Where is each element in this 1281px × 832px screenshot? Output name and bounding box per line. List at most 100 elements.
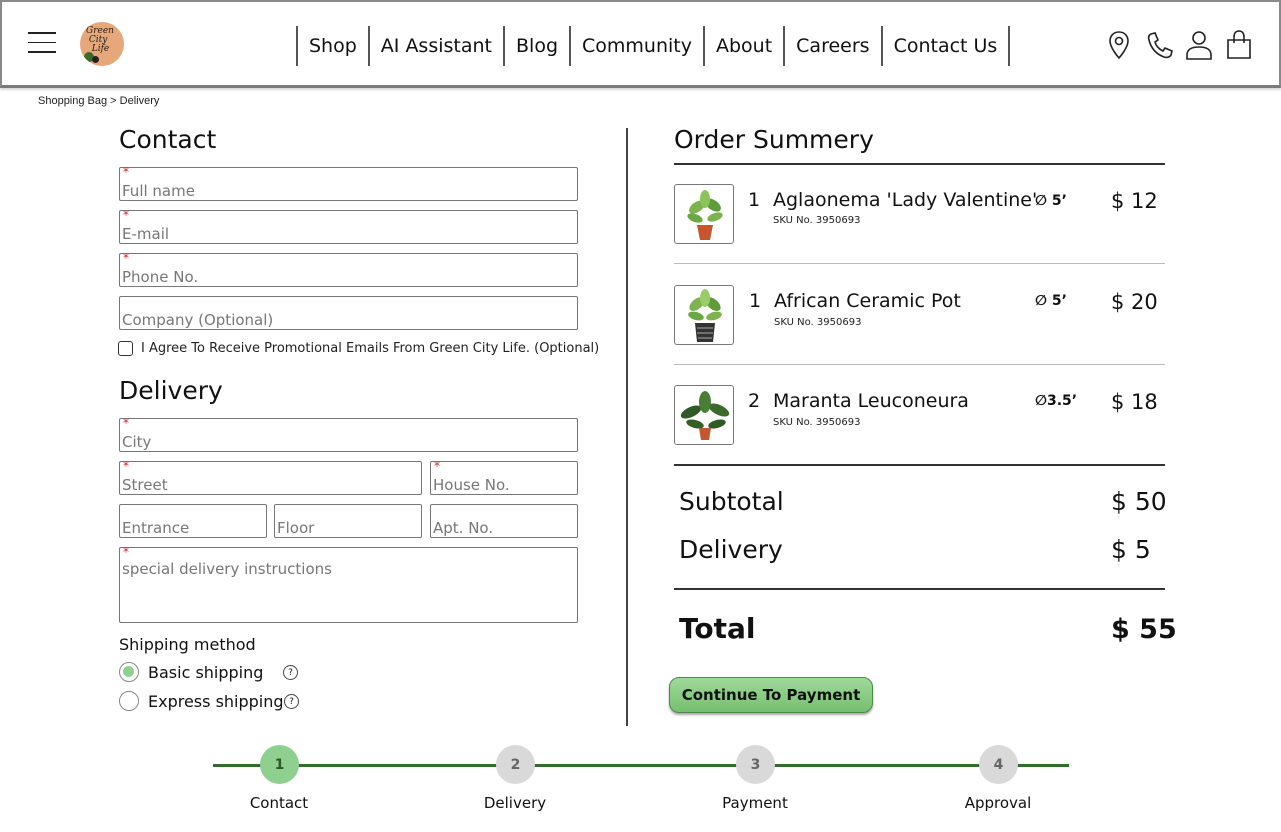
item-sku: SKU No. 3950693 (773, 417, 861, 428)
promo-consent-label: I Agree To Receive Promotional Emails Fr… (141, 341, 600, 356)
shipping-option-basic[interactable]: Basic shipping (119, 662, 263, 682)
nav-about[interactable]: About (702, 26, 783, 66)
apt-field[interactable] (430, 504, 578, 538)
total-label: Total (679, 612, 756, 645)
express-shipping-radio[interactable] (119, 691, 139, 711)
item-pot-size: ∅3.5’ (1035, 393, 1078, 409)
nav-ai-assistant[interactable]: AI Assistant (367, 26, 503, 66)
delivery-fee-label: Delivery (679, 535, 783, 564)
basic-shipping-help-icon[interactable]: ? (283, 665, 298, 680)
item-name[interactable]: Aglaonema 'Lady Valentine' (773, 189, 1038, 211)
item-thumbnail-aglaonema[interactable] (674, 184, 734, 244)
shipping-option-express[interactable]: Express shipping (119, 691, 284, 711)
subtotal-label: Subtotal (679, 487, 784, 516)
main-nav: Shop AI Assistant Blog Community About C… (296, 26, 1011, 66)
apt-input[interactable] (431, 505, 577, 537)
order-summary-title: Order Summery (674, 125, 874, 154)
instructions-textarea[interactable] (120, 548, 577, 622)
item-price: $ 12 (1111, 189, 1158, 213)
logo-pot-icon (92, 56, 99, 63)
promo-consent: I Agree To Receive Promotional Emails Fr… (118, 341, 599, 356)
entrance-field[interactable] (119, 504, 267, 538)
basic-shipping-radio[interactable] (119, 662, 139, 682)
item-divider (674, 263, 1165, 264)
step-approval-label: Approval (964, 794, 1032, 812)
item-quantity: 1 (749, 290, 762, 312)
menu-icon[interactable] (28, 32, 56, 60)
nav-contact-us[interactable]: Contact Us (880, 26, 1011, 66)
breadcrumb[interactable]: Shopping Bag > Delivery (38, 95, 160, 107)
summary-divider (674, 163, 1165, 165)
item-sku: SKU No. 3950693 (773, 215, 861, 226)
step-delivery[interactable]: 2 (496, 745, 535, 784)
email-field[interactable]: * (119, 209, 578, 244)
item-quantity: 1 (748, 189, 761, 211)
city-field[interactable]: * (119, 417, 578, 452)
nav-blog[interactable]: Blog (503, 26, 569, 66)
house-input[interactable] (431, 462, 577, 494)
delivery-title: Delivery (119, 376, 223, 405)
item-divider (674, 364, 1165, 365)
street-input[interactable] (120, 462, 421, 494)
full-name-field[interactable]: * (119, 166, 578, 201)
step-delivery-label: Delivery (483, 794, 547, 812)
item-name[interactable]: Maranta Leuconeura (773, 390, 969, 412)
totals-divider (674, 588, 1165, 590)
phone-input[interactable] (120, 254, 577, 286)
plant-image-icon (688, 289, 722, 342)
step-contact[interactable]: 1 (260, 745, 299, 784)
item-price: $ 18 (1111, 390, 1158, 414)
phone-field[interactable]: * (119, 252, 578, 287)
brand-logo[interactable]: Green City Life (80, 22, 124, 66)
phone-icon[interactable] (1144, 28, 1174, 62)
shopping-bag-icon[interactable] (1224, 28, 1254, 62)
step-payment[interactable]: 3 (736, 745, 775, 784)
plant-image-icon (680, 391, 730, 440)
express-shipping-label: Express shipping (148, 691, 284, 711)
city-input[interactable] (120, 419, 577, 451)
house-field[interactable]: * (430, 460, 578, 495)
item-thumbnail-ceramic-pot[interactable] (674, 285, 734, 345)
email-input[interactable] (120, 211, 577, 243)
promo-checkbox[interactable] (118, 341, 133, 356)
contact-title: Contact (119, 125, 217, 154)
item-thumbnail-maranta[interactable] (674, 385, 734, 445)
logo-leaf-icon (84, 52, 94, 62)
nav-community[interactable]: Community (569, 26, 703, 66)
floor-field[interactable] (274, 504, 422, 538)
progress-track (213, 764, 1069, 767)
entrance-input[interactable] (120, 505, 266, 537)
company-input[interactable] (120, 297, 577, 329)
step-approval[interactable]: 4 (979, 745, 1018, 784)
location-pin-icon[interactable] (1104, 28, 1134, 62)
express-shipping-help-icon[interactable]: ? (284, 694, 299, 709)
subtotal-value: $ 50 (1111, 487, 1167, 516)
floor-input[interactable] (275, 505, 421, 537)
step-contact-label: Contact (249, 794, 309, 812)
item-sku: SKU No. 3950693 (774, 317, 862, 328)
plant-image-icon (687, 190, 723, 240)
item-price: $ 20 (1111, 290, 1158, 314)
step-payment-label: Payment (722, 794, 788, 812)
basic-shipping-label: Basic shipping (148, 662, 264, 682)
total-value: $ 55 (1111, 614, 1177, 645)
logo-text: Green City Life (86, 26, 114, 54)
user-account-icon[interactable] (1184, 28, 1214, 62)
site-header: Green City Life Shop AI Assistant Blog C… (0, 0, 1281, 88)
nav-careers[interactable]: Careers (783, 26, 880, 66)
header-actions (1104, 28, 1254, 62)
item-pot-size: ∅ 5’ (1035, 293, 1067, 309)
street-field[interactable]: * (119, 460, 422, 495)
continue-to-payment-button[interactable]: Continue To Payment (669, 677, 873, 713)
instructions-field[interactable]: * (119, 546, 578, 623)
column-divider (626, 128, 628, 726)
shipping-method-title: Shipping method (119, 635, 256, 654)
item-pot-size: ∅ 5’ (1035, 193, 1067, 209)
nav-shop[interactable]: Shop (296, 26, 368, 66)
item-name[interactable]: African Ceramic Pot (774, 290, 961, 312)
item-quantity: 2 (748, 390, 761, 412)
full-name-input[interactable] (120, 168, 577, 200)
delivery-fee-value: $ 5 (1111, 535, 1151, 564)
items-end-divider (674, 464, 1165, 466)
company-field[interactable] (119, 296, 578, 330)
